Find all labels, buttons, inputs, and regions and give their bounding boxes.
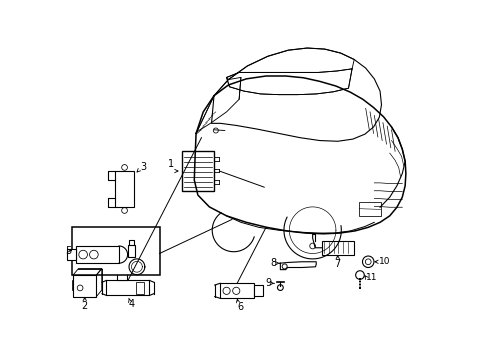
Bar [254,285,263,296]
Bar [72,226,159,275]
Text: 5: 5 [65,246,71,256]
Text: 9: 9 [265,278,271,288]
Bar [128,244,135,257]
Text: 11: 11 [366,273,377,282]
Bar [67,249,76,260]
Bar [321,241,353,255]
Text: 6: 6 [237,302,243,312]
Text: 3: 3 [140,162,146,172]
Bar [106,280,149,296]
Bar [73,275,96,297]
Text: 4: 4 [128,300,134,310]
Bar [220,283,254,298]
Text: 2: 2 [81,301,88,311]
Text: 7: 7 [334,258,340,269]
Bar [115,171,134,207]
Bar [182,151,214,191]
Bar [117,271,127,280]
Text: 8: 8 [270,258,276,268]
Bar [76,246,119,263]
Bar [119,268,125,271]
Text: 10: 10 [378,257,390,266]
Bar [359,202,380,216]
Bar [136,282,143,294]
Text: 1: 1 [167,159,174,169]
